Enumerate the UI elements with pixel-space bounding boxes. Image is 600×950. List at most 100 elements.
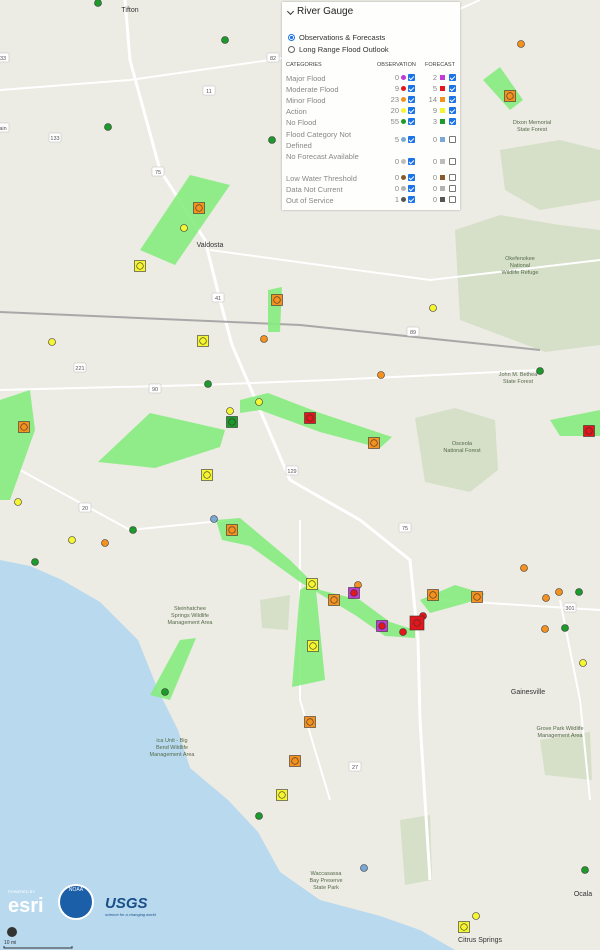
- category-name: Flood Category Not Defined: [286, 130, 352, 151]
- forecast-gauge[interactable]: [427, 589, 439, 601]
- observation-toggle[interactable]: [408, 96, 415, 103]
- forecast-gauge[interactable]: [409, 615, 425, 631]
- forecast-gauge[interactable]: [271, 294, 283, 306]
- forecast-gauge[interactable]: [368, 437, 380, 449]
- forecast-toggle[interactable]: [449, 74, 456, 81]
- gauge-dot: [350, 589, 358, 597]
- gauge-marker[interactable]: [536, 367, 544, 375]
- flood-area: [150, 638, 196, 700]
- radio-label[interactable]: Observations & Forecasts: [299, 33, 386, 42]
- observation-toggle[interactable]: [408, 196, 415, 203]
- radio-button[interactable]: [288, 46, 295, 53]
- collapse-chevron[interactable]: [286, 7, 295, 16]
- gauge-marker[interactable]: [555, 588, 563, 596]
- observation-toggle[interactable]: [408, 158, 415, 165]
- route-shield: [348, 761, 362, 772]
- gauge-marker[interactable]: [472, 912, 480, 920]
- gauge-marker[interactable]: [48, 338, 56, 346]
- forecast-gauge[interactable]: [226, 524, 238, 536]
- forecast-toggle[interactable]: [449, 136, 456, 143]
- forecast-gauge[interactable]: [471, 591, 483, 603]
- gauge-marker[interactable]: [360, 864, 368, 872]
- observation-toggle[interactable]: [408, 136, 415, 143]
- gauge-marker[interactable]: [399, 628, 407, 636]
- observation-symbol: [401, 159, 406, 164]
- gauge-marker[interactable]: [268, 136, 276, 144]
- gauge-marker[interactable]: [520, 564, 528, 572]
- forecast-toggle[interactable]: [449, 96, 456, 103]
- forecast-gauge[interactable]: [304, 412, 316, 424]
- forecast-gauge[interactable]: [197, 335, 209, 347]
- gauge-marker[interactable]: [255, 398, 263, 406]
- observation-toggle[interactable]: [408, 85, 415, 92]
- gauge-marker[interactable]: [429, 304, 437, 312]
- gauge-marker[interactable]: [541, 625, 549, 633]
- forecast-gauge[interactable]: [289, 755, 301, 767]
- forecast-gauge[interactable]: [134, 260, 146, 272]
- gauge-marker[interactable]: [255, 812, 263, 820]
- gauge-dot: [378, 622, 386, 630]
- forecast-toggle[interactable]: [449, 158, 456, 165]
- category-name: No Flood: [286, 118, 317, 127]
- gauge-marker[interactable]: [575, 588, 583, 596]
- gauge-marker[interactable]: [542, 594, 550, 602]
- gauge-marker[interactable]: [377, 371, 385, 379]
- forecast-gauge[interactable]: [348, 587, 360, 599]
- gauge-marker[interactable]: [561, 624, 569, 632]
- gauge-marker[interactable]: [101, 539, 109, 547]
- forecast-gauge[interactable]: [307, 640, 319, 652]
- route-label: 75: [155, 170, 161, 176]
- forecast-gauge[interactable]: [583, 425, 595, 437]
- flood-area: [240, 393, 392, 448]
- observation-toggle[interactable]: [408, 185, 415, 192]
- forecast-gauge[interactable]: [226, 416, 238, 428]
- gauge-marker[interactable]: [581, 866, 589, 874]
- forecast-gauge[interactable]: [328, 594, 340, 606]
- forecast-gauge[interactable]: [504, 90, 516, 102]
- radio-button[interactable]: [288, 34, 295, 41]
- forecast-gauge[interactable]: [458, 921, 470, 933]
- forecast-toggle[interactable]: [449, 185, 456, 192]
- forecast-symbol: [440, 97, 445, 102]
- gauge-marker[interactable]: [94, 0, 102, 7]
- gauge-marker[interactable]: [14, 498, 22, 506]
- gauge-marker[interactable]: [579, 659, 587, 667]
- observation-toggle[interactable]: [408, 74, 415, 81]
- info-button[interactable]: [7, 927, 17, 937]
- forecast-gauge[interactable]: [306, 578, 318, 590]
- forecast-gauge[interactable]: [201, 469, 213, 481]
- gauge-dot: [228, 418, 236, 426]
- gauge-marker[interactable]: [221, 36, 229, 44]
- forecast-toggle[interactable]: [449, 107, 456, 114]
- observation-toggle[interactable]: [408, 107, 415, 114]
- route-label: 221: [75, 366, 84, 372]
- forecast-gauge[interactable]: [193, 202, 205, 214]
- gauge-marker[interactable]: [68, 536, 76, 544]
- gauge-marker[interactable]: [129, 526, 137, 534]
- forecast-toggle[interactable]: [449, 196, 456, 203]
- gauge-marker[interactable]: [210, 515, 218, 523]
- forecast-gauge[interactable]: [276, 789, 288, 801]
- radio-label[interactable]: Long Range Flood Outlook: [299, 45, 389, 54]
- gauge-marker[interactable]: [204, 380, 212, 388]
- gauge-marker[interactable]: [31, 558, 39, 566]
- forecast-count: 0: [432, 135, 437, 144]
- gauge-marker[interactable]: [180, 224, 188, 232]
- gauge-marker[interactable]: [517, 40, 525, 48]
- gauge-marker[interactable]: [260, 335, 268, 343]
- gauge-marker[interactable]: [226, 407, 234, 415]
- forecast-gauge[interactable]: [304, 716, 316, 728]
- gauge-marker[interactable]: [161, 688, 169, 696]
- observation-count: 0: [394, 173, 399, 182]
- column-header: CATEGORIES: [286, 62, 322, 68]
- forecast-toggle[interactable]: [449, 85, 456, 92]
- observation-toggle[interactable]: [408, 118, 415, 125]
- gauge-marker[interactable]: [104, 123, 112, 131]
- forecast-toggle[interactable]: [449, 174, 456, 181]
- forecast-toggle[interactable]: [449, 118, 456, 125]
- forest-areas: [260, 140, 600, 885]
- gauge-dot: [273, 296, 281, 304]
- forecast-gauge[interactable]: [376, 620, 388, 632]
- forecast-gauge[interactable]: [18, 421, 30, 433]
- observation-toggle[interactable]: [408, 174, 415, 181]
